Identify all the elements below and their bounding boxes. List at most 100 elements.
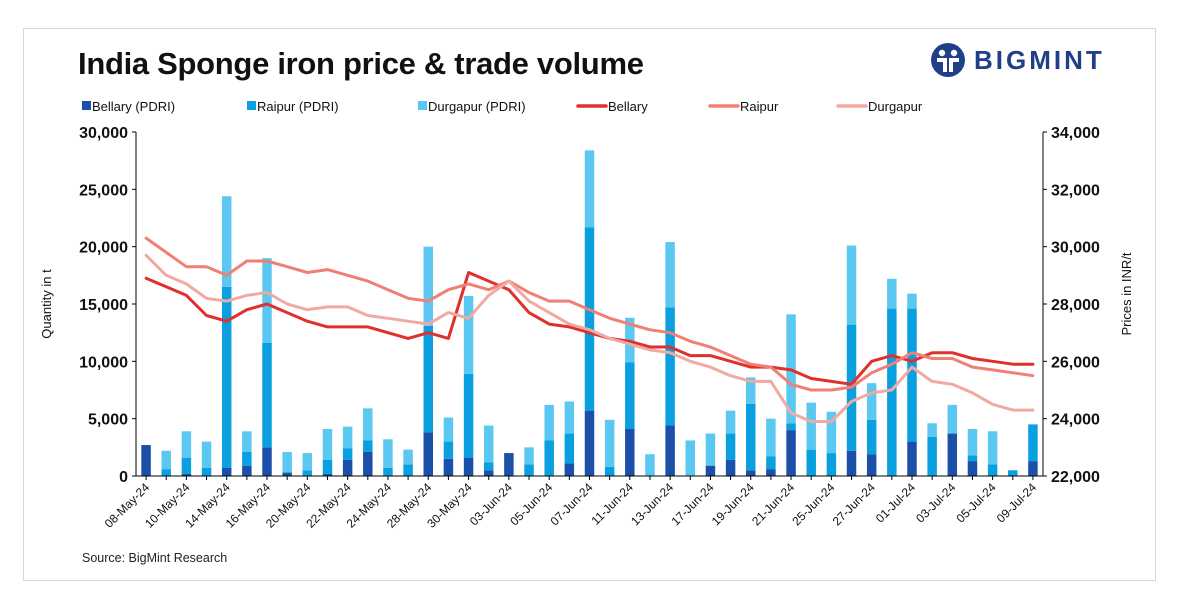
bar-durgapur-pdri-1 [161, 450, 171, 470]
bar-bellary-pdri-38 [907, 441, 917, 476]
bar-bellary-pdri-4 [221, 467, 232, 476]
bar-raipur-pdri-2 [181, 457, 192, 474]
bar-bellary-pdri-0 [141, 445, 151, 476]
source-note: Source: BigMint Research [82, 551, 228, 565]
bar-bellary-pdri-6 [262, 447, 272, 476]
bar-durgapur-pdri-42 [987, 431, 998, 465]
bar-durgapur-pdri-9 [322, 428, 333, 460]
bar-durgapur-pdri-37 [887, 278, 897, 309]
bar-raipur-pdri-1 [161, 469, 171, 476]
left-tick-label: 5,000 [88, 412, 128, 429]
bar-durgapur-pdri-3 [201, 441, 212, 468]
bar-raipur-pdri-15 [443, 441, 454, 459]
bar-raipur-pdri-34 [826, 453, 837, 476]
brand-logo: BIGMINT [930, 42, 1105, 78]
bar-raipur-pdri-8 [302, 470, 313, 476]
bar-raipur-pdri-31 [766, 456, 776, 470]
x-tick-label: 21-Jun-24 [749, 480, 797, 528]
bar-raipur-pdri-32 [786, 423, 796, 431]
x-tick-label: 13-Jun-24 [628, 480, 676, 528]
bar-bellary-pdri-5 [242, 465, 252, 476]
bar-durgapur-pdri-33 [806, 402, 816, 450]
bar-bellary-pdri-29 [725, 459, 736, 476]
bar-raipur-pdri-26 [665, 307, 675, 426]
bar-durgapur-pdri-8 [302, 453, 313, 471]
bar-raipur-pdri-23 [604, 466, 615, 476]
bar-bellary-pdri-26 [665, 425, 675, 476]
bar-bellary-pdri-11 [363, 451, 373, 476]
bar-raipur-pdri-6 [262, 342, 272, 448]
bar-raipur-pdri-39 [927, 437, 937, 476]
bar-bellary-pdri-44 [1028, 461, 1038, 476]
y2-axis-title: Prices in INR/t [1119, 252, 1134, 335]
bar-durgapur-pdri-31 [766, 418, 776, 457]
bar-bellary-pdri-14 [423, 432, 433, 476]
bar-durgapur-pdri-10 [342, 426, 353, 449]
line-bellary [144, 271, 1035, 386]
bar-raipur-pdri-3 [201, 467, 212, 476]
bar-durgapur-pdri-34 [826, 411, 837, 454]
bar-durgapur-pdri-11 [363, 408, 373, 441]
bar-durgapur-pdri-35 [846, 245, 857, 325]
x-tick-label: 25-Jun-24 [789, 480, 837, 528]
right-tick-label: 24,000 [1051, 412, 1100, 429]
bar-durgapur-pdri-29 [725, 410, 736, 434]
bar-raipur-pdri-11 [363, 440, 373, 452]
bar-raipur-pdri-43 [1008, 470, 1018, 476]
bar-bellary-pdri-21 [564, 463, 575, 476]
bar-durgapur-pdri-25 [645, 454, 655, 476]
right-tick-label: 26,000 [1051, 354, 1100, 371]
right-tick-label: 30,000 [1051, 240, 1100, 257]
x-tick-label: 09-Jul-24 [994, 480, 1040, 526]
bar-raipur-pdri-19 [524, 464, 534, 476]
x-tick-label: 03-Jul-24 [913, 480, 959, 526]
bar-raipur-pdri-41 [967, 455, 978, 462]
bar-raipur-pdri-44 [1028, 424, 1038, 462]
bar-bellary-pdri-7 [282, 472, 292, 476]
bar-durgapur-pdri-4 [221, 196, 232, 287]
bar-durgapur-pdri-16 [463, 295, 474, 374]
bar-durgapur-pdri-22 [584, 150, 595, 228]
bar-durgapur-pdri-6 [262, 258, 272, 343]
bar-raipur-pdri-30 [746, 403, 756, 471]
legend: Bellary (PDRI) Raipur (PDRI) Durgapur (PDR… [82, 99, 923, 114]
bar-layer [141, 150, 1038, 476]
bar-durgapur-pdri-40 [947, 404, 958, 434]
bar-durgapur-pdri-39 [927, 423, 937, 438]
bar-raipur-pdri-9 [322, 459, 333, 474]
x-tick-label: 05-Jul-24 [953, 480, 999, 526]
bar-bellary-pdri-17 [483, 470, 494, 476]
bar-raipur-pdri-22 [584, 227, 595, 411]
bar-durgapur-pdri-38 [907, 293, 917, 309]
bar-durgapur-pdri-13 [403, 449, 413, 465]
bar-raipur-pdri-21 [564, 433, 575, 464]
bar-raipur-pdri-37 [887, 308, 897, 476]
bar-durgapur-pdri-7 [282, 451, 292, 473]
bar-raipur-pdri-14 [423, 325, 433, 433]
bar-bellary-pdri-30 [746, 470, 756, 476]
legend-label-bellary: Bellary [608, 99, 648, 114]
left-tick-label: 20,000 [79, 240, 128, 257]
bar-bellary-pdri-40 [947, 433, 958, 476]
left-tick-label: 10,000 [79, 354, 128, 371]
x-tick-label: 07-Jun-24 [548, 480, 596, 528]
bar-durgapur-pdri-21 [564, 401, 575, 434]
bar-raipur-pdri-13 [403, 464, 413, 476]
bar-raipur-pdri-16 [463, 373, 474, 458]
bar-raipur-pdri-12 [383, 467, 393, 476]
legend-label-raipur-pdri: Raipur (PDRI) [257, 99, 339, 114]
bar-raipur-pdri-33 [806, 449, 816, 476]
legend-label-raipur: Raipur [740, 99, 779, 114]
legend-swatch-raipur-pdri [247, 101, 256, 110]
chart-title: India Sponge iron price & trade volume [78, 46, 644, 81]
logo-wordmark: BIGMINT [974, 44, 1105, 75]
bar-durgapur-pdri-15 [443, 417, 454, 442]
left-tick-label: 0 [119, 469, 128, 486]
bar-bellary-pdri-28 [705, 465, 716, 476]
bigmint-logo-icon [931, 43, 965, 77]
bar-durgapur-pdri-30 [746, 377, 756, 404]
line-layer [144, 236, 1035, 423]
bar-raipur-pdri-4 [221, 286, 232, 468]
left-tick-label: 25,000 [79, 182, 128, 199]
left-tick-label: 15,000 [79, 297, 128, 314]
